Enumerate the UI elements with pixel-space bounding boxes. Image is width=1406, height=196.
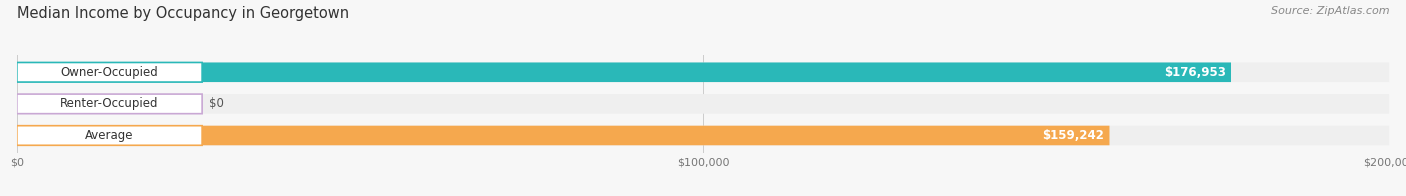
Text: Owner-Occupied: Owner-Occupied [60,66,159,79]
Text: Average: Average [86,129,134,142]
FancyBboxPatch shape [17,126,1389,145]
FancyBboxPatch shape [17,94,1389,114]
Text: $0: $0 [209,97,224,110]
Text: $176,953: $176,953 [1164,66,1226,79]
Text: $159,242: $159,242 [1042,129,1104,142]
FancyBboxPatch shape [17,126,1109,145]
Text: Median Income by Occupancy in Georgetown: Median Income by Occupancy in Georgetown [17,6,349,21]
FancyBboxPatch shape [17,63,1389,82]
Text: Renter-Occupied: Renter-Occupied [60,97,159,110]
FancyBboxPatch shape [17,126,202,145]
FancyBboxPatch shape [17,63,202,82]
FancyBboxPatch shape [17,63,1232,82]
Text: Source: ZipAtlas.com: Source: ZipAtlas.com [1271,6,1389,16]
FancyBboxPatch shape [17,94,202,114]
